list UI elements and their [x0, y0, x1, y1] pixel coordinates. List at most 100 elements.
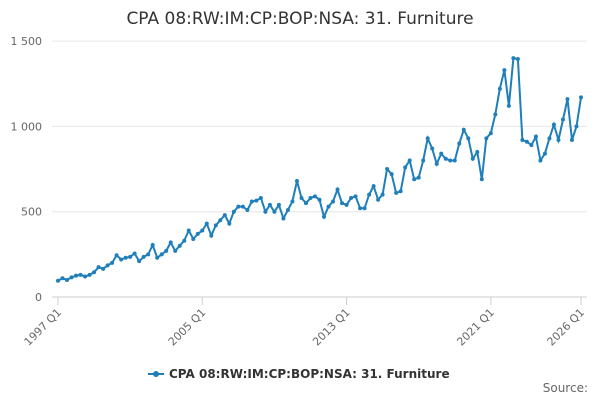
point — [421, 158, 426, 163]
point — [470, 156, 475, 161]
point — [466, 136, 471, 141]
y-tick-label: 0 — [35, 291, 42, 304]
point — [222, 213, 227, 218]
point — [551, 122, 556, 127]
point — [231, 209, 236, 214]
point — [105, 263, 110, 268]
point — [443, 156, 448, 161]
point — [114, 253, 119, 258]
point — [173, 248, 178, 253]
point — [461, 127, 466, 132]
y-tick-label: 1 500 — [11, 35, 43, 48]
y-tick-label: 500 — [21, 206, 42, 219]
point — [349, 196, 354, 201]
point — [547, 136, 552, 141]
point — [407, 158, 412, 163]
legend-marker — [153, 371, 159, 377]
point — [430, 146, 435, 151]
point — [340, 201, 345, 206]
point — [78, 272, 83, 277]
point — [245, 207, 250, 212]
point — [448, 158, 453, 163]
point — [200, 228, 205, 233]
point — [326, 204, 331, 209]
x-tick-label: 2013 Q1 — [310, 306, 353, 349]
point — [240, 204, 245, 209]
point — [182, 238, 187, 243]
point — [335, 187, 340, 192]
point — [272, 209, 277, 214]
point — [218, 218, 223, 223]
point — [56, 278, 60, 283]
point — [331, 199, 336, 204]
point — [186, 228, 191, 233]
point — [177, 243, 182, 248]
point — [254, 198, 259, 203]
point — [398, 189, 403, 194]
point — [101, 266, 106, 271]
point — [502, 68, 507, 73]
point — [276, 202, 281, 207]
point — [204, 221, 209, 226]
point — [533, 134, 538, 139]
point — [565, 97, 570, 102]
point — [159, 252, 164, 257]
point — [412, 177, 417, 182]
point — [60, 276, 65, 281]
point — [524, 139, 529, 144]
point — [488, 131, 493, 136]
point — [281, 216, 286, 221]
point — [195, 231, 200, 236]
point — [416, 175, 421, 180]
point — [394, 190, 399, 195]
point — [362, 206, 367, 211]
point — [434, 161, 439, 166]
point — [96, 265, 101, 270]
point — [263, 209, 268, 214]
point — [353, 194, 358, 199]
point — [452, 158, 457, 163]
chart-title: CPA 08:RW:IM:CP:BOP:NSA: 31. Furniture — [126, 9, 473, 29]
point — [83, 274, 88, 279]
point — [425, 136, 430, 141]
point — [515, 56, 520, 61]
point — [74, 273, 79, 278]
point — [267, 202, 272, 207]
point — [150, 242, 155, 247]
series-line — [57, 56, 582, 282]
point — [380, 192, 385, 197]
source: Source: — [543, 381, 588, 395]
point — [303, 201, 308, 206]
point — [258, 196, 263, 201]
point — [65, 277, 70, 282]
point — [69, 275, 74, 280]
point — [312, 194, 317, 199]
point — [236, 204, 241, 209]
point — [484, 136, 489, 141]
point — [290, 199, 295, 204]
point — [439, 151, 444, 156]
point — [479, 177, 484, 182]
point — [123, 255, 128, 260]
point — [141, 254, 146, 259]
point — [92, 270, 97, 275]
point — [119, 257, 124, 262]
legend-label: CPA 08:RW:IM:CP:BOP:NSA: 31. Furniture — [169, 367, 450, 381]
point — [475, 149, 480, 154]
x-tick-label: 2026 Q1 — [545, 306, 588, 349]
point — [146, 252, 151, 257]
point — [227, 221, 232, 226]
point — [213, 223, 218, 228]
x-tick-label: 2021 Q1 — [454, 306, 497, 349]
point — [403, 165, 408, 170]
point — [493, 112, 498, 117]
point — [389, 172, 394, 177]
point — [308, 196, 313, 201]
point — [285, 207, 290, 212]
point — [132, 251, 137, 256]
point — [520, 138, 525, 143]
point — [164, 248, 169, 253]
point — [574, 124, 579, 129]
point — [542, 151, 547, 156]
